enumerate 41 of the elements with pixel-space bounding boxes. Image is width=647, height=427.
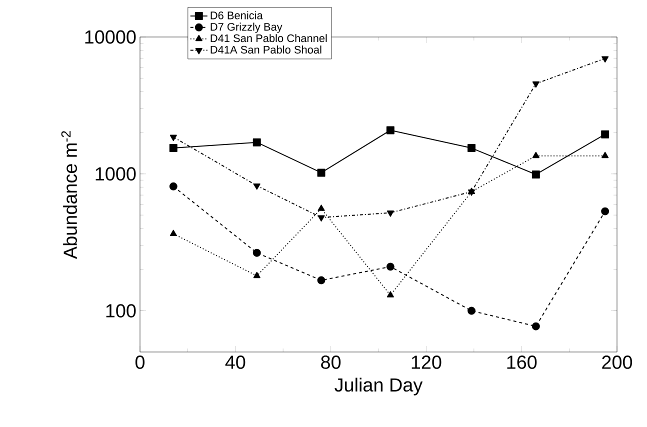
point xyxy=(532,322,540,330)
point xyxy=(253,272,260,278)
point xyxy=(253,183,260,190)
point xyxy=(170,230,177,236)
point xyxy=(317,276,326,284)
x-axis-title: Julian Day xyxy=(334,378,423,396)
y-tick-label: 10000 xyxy=(85,30,136,44)
point xyxy=(318,215,325,222)
x-tick-label: 40 xyxy=(225,356,246,369)
x-tick-label: 0 xyxy=(135,356,145,369)
y-tick-label: 100 xyxy=(106,304,136,318)
point xyxy=(386,126,394,134)
point xyxy=(386,210,394,217)
legend-label: D41A San Pablo Shoal xyxy=(210,46,322,54)
point xyxy=(317,168,326,177)
legend-label: D7 Grizzly Bay xyxy=(210,22,282,33)
point xyxy=(169,182,178,190)
point xyxy=(602,56,609,62)
point xyxy=(468,306,476,315)
point xyxy=(601,130,610,138)
point xyxy=(532,170,540,178)
legend-label: D41 San Pablo Channel xyxy=(210,34,327,42)
point xyxy=(386,291,394,298)
y-tick-label: 1000 xyxy=(96,167,136,181)
point xyxy=(532,81,540,88)
x-tick-label: 120 xyxy=(412,356,442,369)
x-tick-label: 160 xyxy=(507,356,537,369)
point xyxy=(318,204,325,211)
y-axis-title: Abundance m$^{-2}$ xyxy=(61,131,78,260)
x-tick-label: 200 xyxy=(602,356,632,369)
point xyxy=(169,144,178,152)
point xyxy=(532,152,540,158)
point xyxy=(170,134,177,141)
point xyxy=(386,262,394,271)
legend-label: D6 Benicia xyxy=(210,11,263,20)
point xyxy=(602,152,609,158)
x-tick-label: 80 xyxy=(321,356,341,369)
point xyxy=(252,138,261,146)
point xyxy=(601,207,610,216)
point xyxy=(468,144,476,152)
point xyxy=(252,248,261,257)
